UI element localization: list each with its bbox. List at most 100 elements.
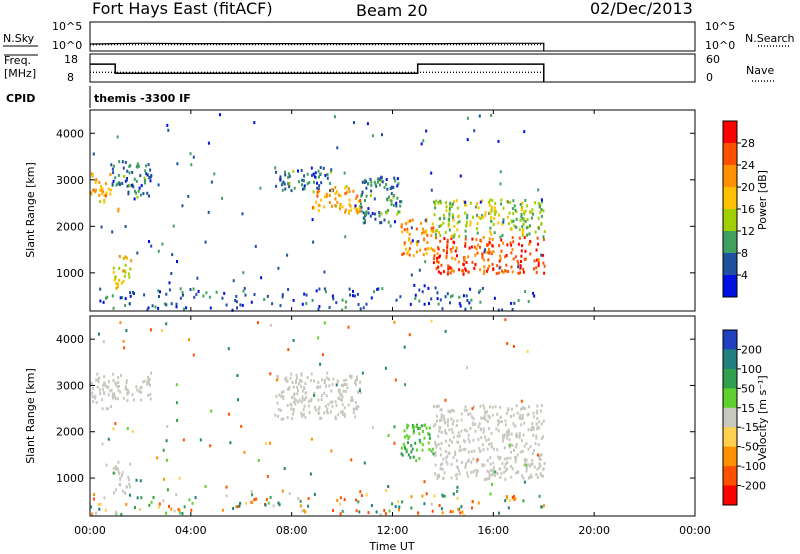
range-gate-cell [95,401,98,404]
range-gate-cell [450,269,453,273]
range-gate-cell [353,294,356,298]
range-gate-cell [112,427,115,431]
range-gate-cell [490,216,493,220]
range-gate-cell [312,240,315,244]
range-gate-cell [438,475,441,479]
range-gate-cell [132,290,134,294]
range-gate-cell [537,216,540,220]
range-gate-cell [452,269,455,273]
range-gate-cell [344,208,347,212]
range-gate-cell [131,393,134,397]
range-gate-cell [516,434,519,438]
range-gate-cell [285,379,288,383]
range-gate-cell [356,407,358,411]
range-gate-cell [318,204,321,208]
range-gate-cell [449,201,452,205]
range-gate-cell [183,505,186,509]
range-gate-cell [118,266,121,270]
range-gate-cell [280,391,283,395]
range-gate-cell [362,211,365,215]
range-gate-cell [524,249,527,253]
range-gate-cell [358,210,361,213]
range-gate-cell [512,495,515,498]
range-gate-cell [357,390,359,394]
range-gate-cell [301,395,304,399]
range-gate-cell [346,386,349,390]
range-gate-cell [435,199,438,203]
range-gate-cell [510,450,513,454]
range-gate-cell [482,448,485,452]
range-gate-cell [473,129,476,133]
range-gate-cell [520,260,522,263]
range-gate-cell [392,186,395,189]
range-gate-cell [489,211,492,215]
range-gate-cell [325,384,327,388]
range-gate-cell [460,412,463,416]
range-gate-cell [454,450,457,454]
range-gate-cell [430,188,433,192]
range-gate-cell [332,377,335,381]
range-gate-cell [503,446,506,450]
range-gate-cell [395,204,398,208]
colorbar-swatch [723,466,737,487]
range-gate-cell [510,432,513,436]
range-gate-cell [468,440,471,444]
range-gate-cell [129,294,132,298]
range-gate-cell [175,493,178,497]
range-gate-cell [365,493,368,497]
range-gate-cell [146,379,149,383]
range-gate-cell [279,175,282,179]
range-gate-cell [367,207,370,211]
range-gate-cell [321,378,324,382]
range-gate-cell [491,262,494,266]
range-gate-cell [326,409,328,413]
range-gate-cell [139,386,142,390]
range-gate-cell [503,465,506,469]
range-gate-cell [440,413,443,417]
range-gate-cell [331,404,334,408]
range-gate-cell [358,207,361,211]
range-gate-cell [491,482,493,486]
range-gate-cell [503,435,506,439]
range-gate-cell [447,409,450,413]
range-gate-cell [405,448,408,452]
range-gate-cell [95,378,98,382]
range-gate-cell [320,198,323,202]
range-gate-cell [358,205,361,208]
range-gate-cell [439,233,442,237]
range-gate-cell [543,264,546,268]
range-gate-cell [464,235,467,238]
range-gate-cell [451,422,454,426]
range-gate-cell [408,333,411,337]
range-gate-cell [240,424,243,428]
range-gate-cell [361,371,364,375]
range-gate-cell [319,385,322,389]
range-gate-cell [467,270,470,274]
range-gate-cell [109,192,112,196]
range-gate-cell [444,231,447,234]
range-gate-cell [315,289,318,293]
range-gate-cell [330,389,333,393]
range-gate-cell [105,407,108,411]
range-gate-cell [444,329,447,333]
range-gate-cell [241,212,244,216]
range-gate-cell [370,504,373,507]
range-gate-cell [486,420,489,423]
range-gate-cell [277,408,280,412]
range-gate-cell [417,511,420,515]
range-gate-cell [499,170,502,174]
range-gate-cell [490,232,493,236]
range-gate-cell [483,250,486,254]
range-gate-cell [401,230,404,234]
range-gate-cell [532,415,535,419]
range-gate-cell [189,288,192,291]
range-gate-cell [313,206,316,210]
range-gate-cell [192,155,195,159]
range-gate-cell [445,251,448,255]
range-gate-cell [117,207,120,211]
range-gate-cell [513,448,515,452]
range-gate-cell [112,466,115,470]
range-gate-cell [512,257,515,261]
range-gate-cell [524,199,527,202]
range-gate-cell [540,221,543,225]
